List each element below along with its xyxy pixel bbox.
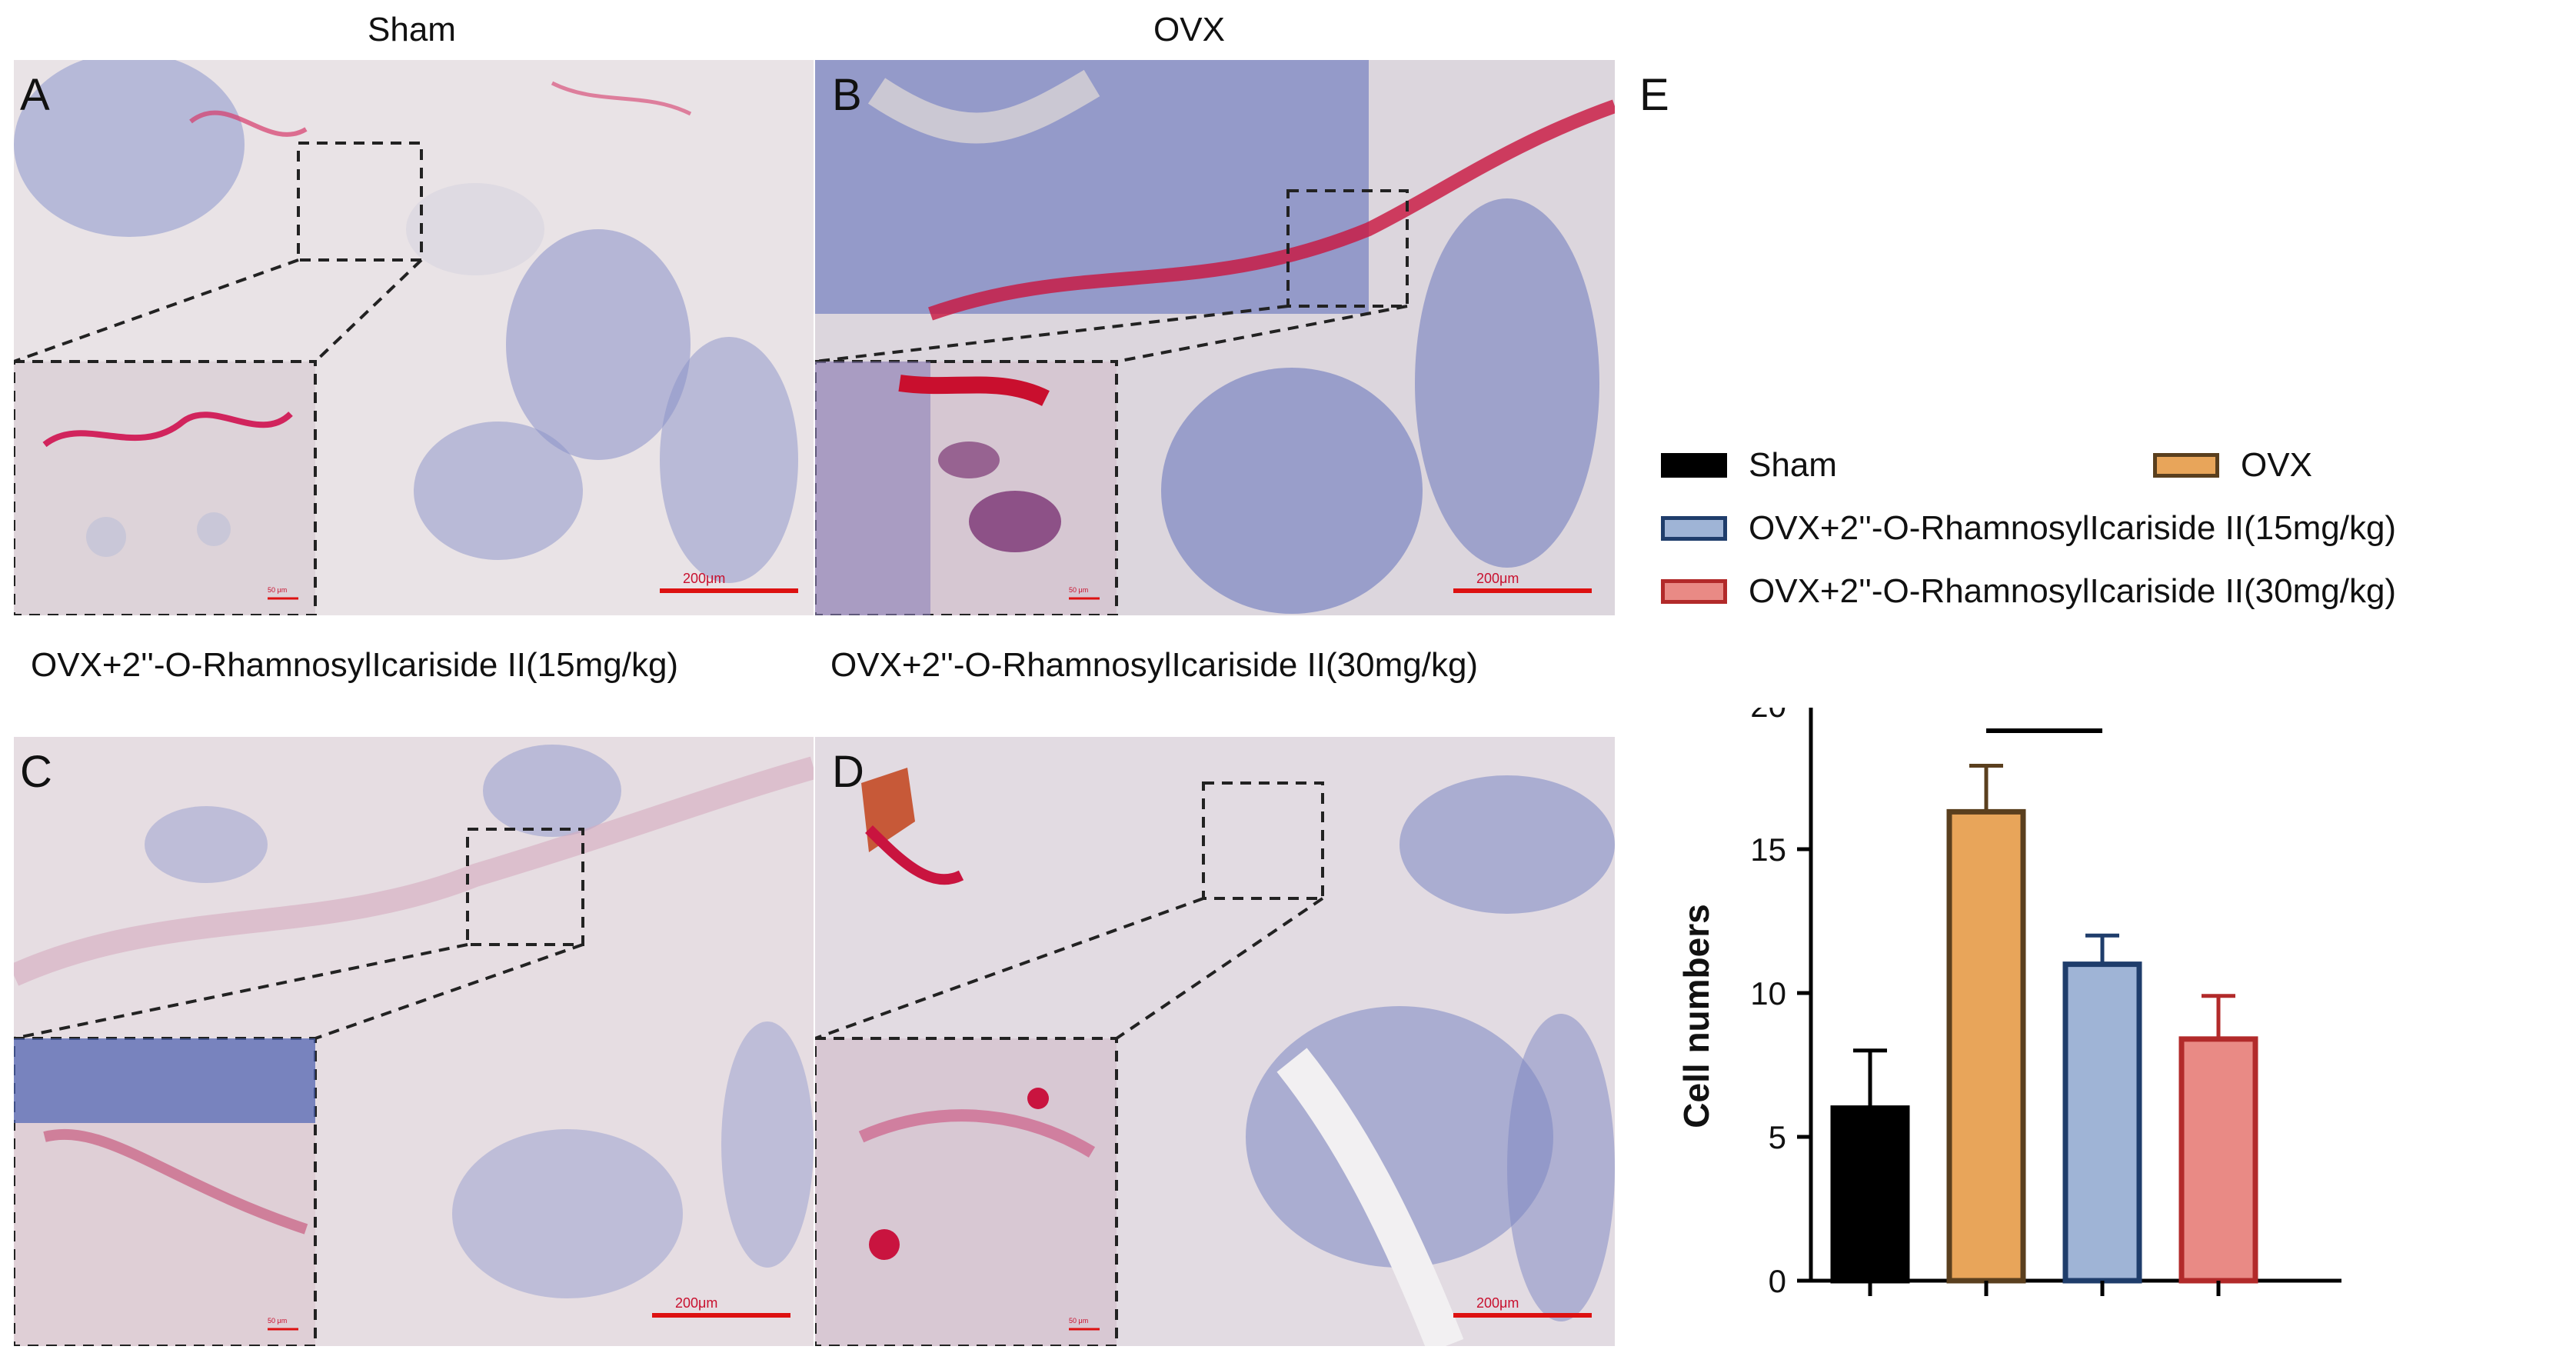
histology-panel-b: 200μm 50 μm B: [815, 60, 1615, 615]
legend-item-15mg: OVX+2''-O-RhamnosylIcariside II(15mg/kg): [1661, 509, 2396, 548]
histology-image-c: 200μm 50 μm: [14, 737, 814, 1346]
panel-a-title: Sham: [368, 11, 456, 48]
y-tick-label-1: 5: [1769, 1119, 1786, 1155]
y-tick-label-2: 10: [1750, 975, 1786, 1011]
panel-b-title: OVX: [1153, 11, 1225, 48]
bar-2: [2062, 961, 2142, 1284]
histology-panel-c: 200μm 50 μm C: [14, 737, 814, 1346]
legend-swatch-ovx: [2153, 453, 2219, 478]
panel-letter-b: B: [832, 70, 862, 120]
bar-0: [1830, 1105, 1910, 1284]
y-tick-label-3: 15: [1750, 831, 1786, 868]
inset-scale-label-b: 50 μm: [1069, 586, 1088, 594]
legend-label-sham: Sham: [1749, 446, 1837, 484]
panel-letter-d: D: [832, 747, 864, 797]
panel-c-title: OVX+2''-O-RhamnosylIcariside II(15mg/kg): [31, 646, 679, 684]
y-tick-label-4: 20: [1750, 708, 1786, 724]
panel-d-title: OVX+2''-O-RhamnosylIcariside II(30mg/kg): [830, 646, 1479, 684]
y-axis-label: Cell numbers: [1676, 904, 1716, 1128]
inset-scale-label-a: 50 μm: [268, 586, 287, 594]
legend-swatch-30mg: [1661, 579, 1727, 604]
legend-label-ovx: OVX: [2241, 446, 2312, 484]
bar-chart: 05101520Cell numbers******: [1676, 708, 2341, 1299]
legend-label-15mg: OVX+2''-O-RhamnosylIcariside II(15mg/kg): [1749, 509, 2397, 547]
legend-item-30mg: OVX+2''-O-RhamnosylIcariside II(30mg/kg): [1661, 572, 2396, 611]
legend-label-30mg: OVX+2''-O-RhamnosylIcariside II(30mg/kg): [1749, 572, 2397, 610]
panel-letter-e: E: [1639, 70, 1669, 120]
legend-item-ovx: OVX: [2153, 446, 2312, 485]
inset-scale-label-c: 50 μm: [268, 1317, 287, 1325]
histology-image-b: 200μm 50 μm: [815, 60, 1615, 615]
panel-letter-a: A: [20, 70, 50, 120]
histology-panel-a: 200μm 50 μm A: [14, 60, 814, 615]
panel-letter-c: C: [20, 747, 52, 797]
significance-label-2: **: [2027, 708, 2062, 730]
legend-swatch-15mg: [1661, 516, 1727, 541]
histology-panel-d: 200μm 50 μm D: [815, 737, 1615, 1346]
bar-3: [2178, 1036, 2258, 1284]
legend-item-sham: Sham: [1661, 446, 1837, 485]
legend-swatch-sham: [1661, 453, 1727, 478]
inset-scale-label-d: 50 μm: [1069, 1317, 1088, 1325]
bar-1: [1946, 808, 2026, 1284]
histology-image-d: 200μm 50 μm: [815, 737, 1615, 1346]
scale-bar-label-d: 200μm: [1476, 1295, 1519, 1311]
histology-image-a: 200μm 50 μm: [14, 60, 814, 615]
y-tick-label-0: 0: [1769, 1263, 1786, 1299]
scale-bar-label-a: 200μm: [683, 571, 725, 586]
scale-bar-label-c: 200μm: [675, 1295, 717, 1311]
scale-bar-label-b: 200μm: [1476, 571, 1519, 586]
